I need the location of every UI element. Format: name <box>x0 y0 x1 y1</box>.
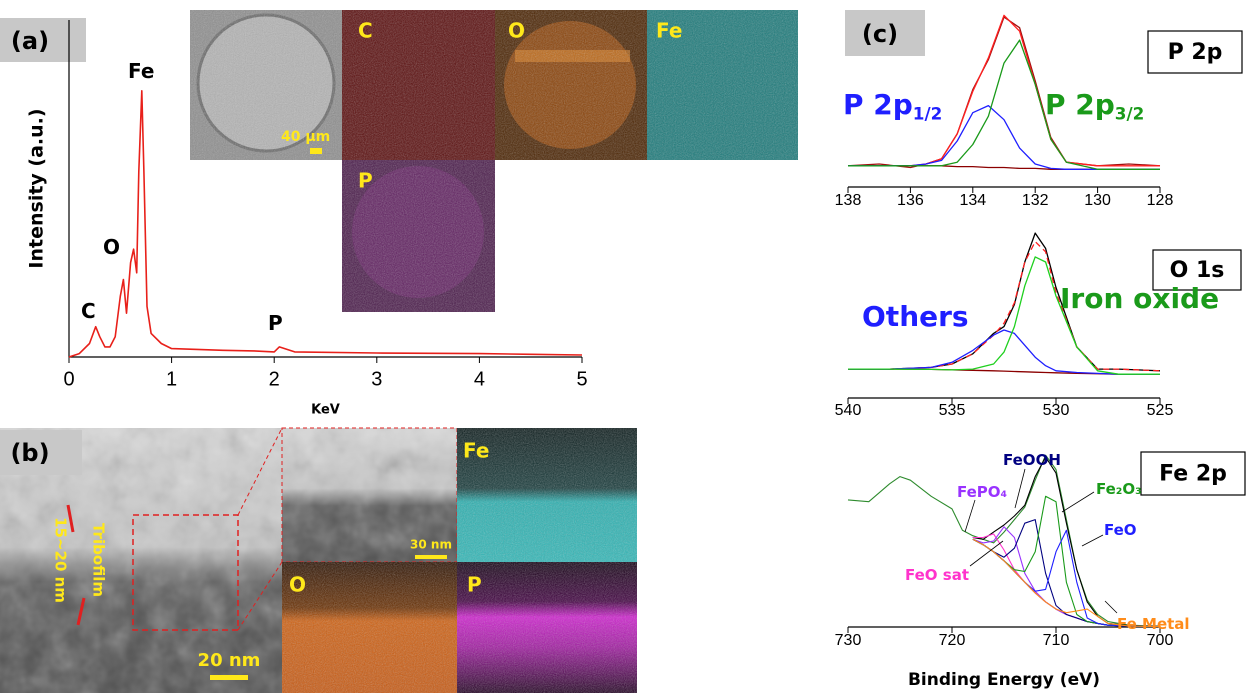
y-axis-label: Intensity (a.u.) <box>26 108 48 268</box>
annotation: Fe <box>128 59 154 83</box>
x-tick-label: 0 <box>63 368 74 390</box>
leader-line <box>1015 469 1025 508</box>
thickness-label: 15~20 nm <box>52 517 70 603</box>
annotation-text: P 2p <box>1045 88 1115 121</box>
annotation: C <box>81 299 96 323</box>
scale-bar <box>415 555 447 559</box>
scale-bar <box>210 675 248 680</box>
scale-bar <box>310 148 322 154</box>
x-tick-label: 1 <box>166 368 177 390</box>
series-line <box>973 496 1160 626</box>
chart: 540 535 530 525 O 1s Others Iron oxide <box>835 233 1241 419</box>
x-tick-label: 4 <box>474 368 485 390</box>
annotation-text: FeO <box>1104 521 1137 539</box>
annotation: FeO sat <box>905 566 969 584</box>
annotation: P 2p1/2 <box>843 88 942 123</box>
map-label: O <box>289 573 306 597</box>
x-tick-label: 132 <box>1022 192 1049 209</box>
x-tick-label: 128 <box>1147 192 1174 209</box>
chart-title: P 2p <box>1168 40 1223 65</box>
annotation: FeO <box>1104 521 1137 539</box>
map-label: O <box>508 19 525 43</box>
panel-label: (c) <box>862 20 898 48</box>
map-label: Fe <box>463 439 489 463</box>
annotation: P 2p3/2 <box>1045 88 1144 123</box>
annotation-text: Others <box>862 300 969 333</box>
film-label: Tribofilm <box>90 523 108 597</box>
scale-label: 40 µm <box>281 129 330 145</box>
x-tick-label: 138 <box>835 192 862 209</box>
map-label: Fe <box>656 19 682 43</box>
annotation: P <box>268 311 283 335</box>
annotation: FeOOH <box>1003 451 1061 469</box>
panel-label: (a) <box>11 27 49 55</box>
annotation-text: P 2p <box>843 88 913 121</box>
annotation: Iron oxide <box>1060 282 1219 315</box>
x-tick-label: 525 <box>1147 402 1174 419</box>
annotation: Fe Metal <box>1117 615 1190 633</box>
x-tick-label: 5 <box>576 368 587 390</box>
leader-line <box>1062 492 1094 512</box>
annotation-text: O <box>103 235 120 259</box>
leader-line <box>965 500 975 532</box>
annotation-text: Fe Metal <box>1117 615 1190 633</box>
x-tick-label: 530 <box>1043 402 1070 419</box>
chart-title: O 1s <box>1170 258 1225 283</box>
panel-label: (b) <box>10 439 49 467</box>
x-tick-label: 720 <box>939 632 966 649</box>
x-tick-label: 700 <box>1147 632 1174 649</box>
x-tick-label: 134 <box>959 192 986 209</box>
annotation: O <box>103 235 120 259</box>
annotation-text: C <box>81 299 96 323</box>
x-tick-label: 540 <box>835 402 862 419</box>
annotation-text: FePO₄ <box>957 483 1007 501</box>
annotation-text: FeO sat <box>905 566 969 584</box>
leader-line <box>1105 601 1117 613</box>
x-tick-label: 710 <box>1043 632 1070 649</box>
x-tick-label: 3 <box>371 368 382 390</box>
eds-maps: C O Fe P 40 µm <box>190 10 798 312</box>
series-line <box>973 527 1160 627</box>
annotation-text: Fe₂O₃ <box>1096 480 1142 498</box>
chart-title: Fe 2p <box>1159 462 1227 487</box>
chart: 730 720 710 700 Binding Energy (eV) Fe 2p FeOO… <box>835 451 1245 691</box>
annotation-text: FeOOH <box>1003 451 1061 469</box>
map-label: C <box>358 19 373 43</box>
annotation-subscript: 1/2 <box>913 103 942 123</box>
x-tick-label: 2 <box>269 368 280 390</box>
map-texture <box>457 428 637 693</box>
leader-line <box>1082 535 1103 546</box>
annotation-text: Iron oxide <box>1060 282 1219 315</box>
x-axis-label: KeV <box>311 403 340 418</box>
annotation-text: Fe <box>128 59 154 83</box>
x-tick-label: 136 <box>897 192 924 209</box>
x-axis-label: Binding Energy (eV) <box>908 670 1100 690</box>
map-label: P <box>467 573 482 597</box>
x-tick-label: 130 <box>1084 192 1111 209</box>
x-tick-label: 730 <box>835 632 862 649</box>
scale-label: 30 nm <box>410 538 452 552</box>
annotation-text: P <box>268 311 283 335</box>
scale-label: 20 nm <box>198 650 261 671</box>
map-texture <box>282 562 457 693</box>
annotation: Fe₂O₃ <box>1096 480 1142 498</box>
tem-panel: Tribofilm 15~20 nm 20 nm 30 nm Fe O P <box>0 428 637 693</box>
figure: C O Fe P 40 µm Tribofilm 15~20 nm 20 nm … <box>0 0 1248 693</box>
x-tick-label: 535 <box>939 402 966 419</box>
annotation: FePO₄ <box>957 483 1007 501</box>
annotation: Others <box>862 300 969 333</box>
annotation-subscript: 3/2 <box>1115 103 1144 123</box>
map-label: P <box>358 169 373 193</box>
